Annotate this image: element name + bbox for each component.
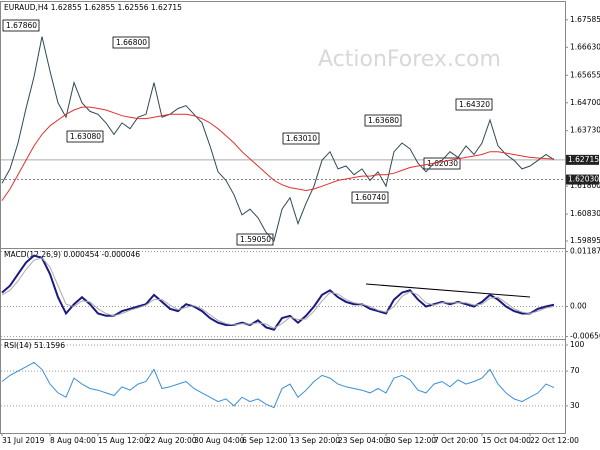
annotation: 1.60740 bbox=[355, 193, 386, 202]
annotation-box bbox=[66, 130, 104, 143]
y-tick-label: 1.60830 bbox=[570, 209, 600, 218]
annotation: 1.64320 bbox=[459, 100, 490, 109]
x-tick-label: 7 Oct 20:00 bbox=[434, 436, 478, 445]
annotation: 1.59050 bbox=[240, 235, 271, 244]
y-tick-label: 1.67585 bbox=[570, 15, 600, 24]
annotation: 1.66800 bbox=[116, 38, 147, 47]
panel-frame bbox=[0, 339, 566, 434]
x-tick-label: 30 Aug 04:00 bbox=[194, 436, 245, 445]
y-tick-label: 1.59895 bbox=[570, 236, 600, 245]
annotation: 1.63010 bbox=[286, 134, 317, 143]
price-box bbox=[566, 154, 599, 165]
x-tick-label: 31 Jul 2019 bbox=[2, 436, 45, 445]
x-tick-label: 15 Oct 04:00 bbox=[482, 436, 531, 445]
watermark: ActionForex.com bbox=[318, 47, 501, 72]
x-tick-label: 8 Aug 04:00 bbox=[50, 436, 96, 445]
price-label: 1.62715 bbox=[568, 155, 599, 164]
series-line bbox=[1, 36, 555, 242]
panel-title: MACD(12,26,9) 0.000454 -0.000046 bbox=[4, 250, 140, 259]
y-tick-label: 70 bbox=[570, 366, 580, 375]
x-tick-label: 15 Aug 12:00 bbox=[98, 436, 149, 445]
annotation: 1.63680 bbox=[368, 116, 399, 125]
annotation-box bbox=[2, 19, 40, 32]
annotation: 1.67860 bbox=[6, 21, 37, 30]
y-tick-label: 30 bbox=[570, 401, 580, 410]
x-tick-label: 23 Sep 04:00 bbox=[338, 436, 388, 445]
annotation: 1.62030 bbox=[427, 159, 458, 168]
y-tick-label: 0.01187 bbox=[570, 247, 600, 256]
series-line bbox=[1, 361, 555, 409]
series-line bbox=[1, 106, 555, 201]
y-tick-label: 100 bbox=[570, 340, 585, 349]
x-tick-label: 6 Sep 12:00 bbox=[242, 436, 288, 445]
x-tick-label: 22 Aug 20:00 bbox=[146, 436, 197, 445]
x-tick-label: 30 Sep 12:00 bbox=[386, 436, 436, 445]
annotation-box bbox=[112, 36, 150, 49]
y-tick-label: 1.63730 bbox=[570, 126, 600, 135]
annotation-box bbox=[282, 132, 320, 145]
series-line bbox=[1, 257, 555, 329]
panel-title: EURAUD,H4 1.62855 1.62855 1.62556 1.6271… bbox=[4, 3, 182, 12]
annotation-box bbox=[423, 157, 461, 170]
y-tick-label: 0.00 bbox=[570, 302, 587, 311]
x-tick-label: 22 Oct 12:00 bbox=[530, 436, 579, 445]
annotation: 1.63080 bbox=[70, 132, 101, 141]
level-label: 1.62030 bbox=[568, 175, 599, 184]
annotation-box bbox=[351, 191, 389, 204]
y-tick-label: -0.006502 bbox=[570, 332, 600, 341]
y-tick-label: 1.64700 bbox=[570, 98, 600, 107]
x-tick-label: 13 Sep 20:00 bbox=[290, 436, 340, 445]
trend-line bbox=[365, 283, 531, 298]
y-tick-label: 1.66630 bbox=[570, 42, 600, 51]
annotation-box bbox=[455, 98, 493, 111]
annotation-box bbox=[364, 114, 402, 127]
y-tick-label: 1.61800 bbox=[570, 181, 600, 190]
panel-title: RSI(14) 51.1596 bbox=[4, 341, 65, 350]
y-tick-label: 1.65655 bbox=[570, 70, 600, 79]
level-box bbox=[566, 174, 599, 185]
